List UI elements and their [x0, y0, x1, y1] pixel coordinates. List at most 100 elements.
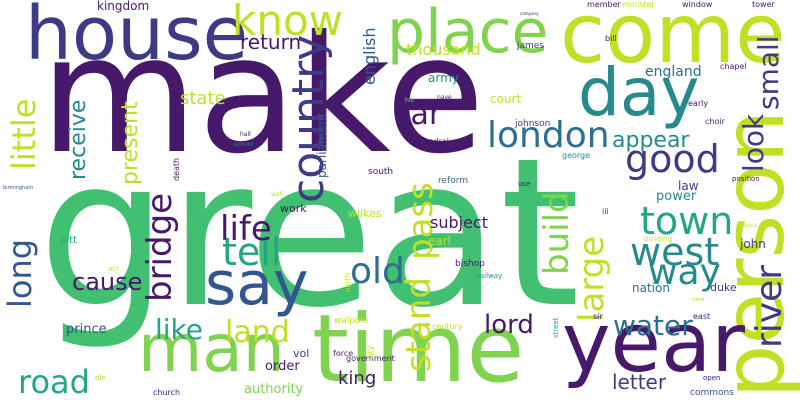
- word-appear: appear: [612, 128, 690, 153]
- word-english: english: [360, 27, 379, 85]
- word-west: west: [630, 230, 720, 274]
- word-commons: commons: [690, 388, 734, 398]
- word-duke: duke: [710, 281, 737, 294]
- word-small: small: [752, 35, 785, 110]
- word-bill: bill: [605, 34, 617, 43]
- word-london: london: [487, 115, 610, 156]
- word-life: life: [220, 209, 272, 249]
- word-wilkes: wilkes: [348, 207, 382, 220]
- word-river: river: [749, 264, 790, 348]
- word-order: order: [265, 359, 300, 374]
- word-land: land: [225, 315, 290, 350]
- word-earl: earl: [428, 234, 452, 248]
- word-bridge: bridge: [140, 192, 180, 302]
- word-member: member: [587, 0, 621, 9]
- word-reform: reform: [438, 176, 469, 186]
- word-cause: cause: [72, 268, 143, 296]
- word-man: man: [138, 310, 285, 387]
- word-east: east: [693, 312, 711, 321]
- word-come: come: [560, 0, 786, 82]
- word-work: work: [280, 202, 307, 215]
- word-little: little: [5, 98, 43, 170]
- word-return: return: [240, 30, 302, 54]
- word-window: window: [682, 0, 713, 9]
- word-new: new: [692, 296, 705, 303]
- word-build: build: [537, 191, 577, 275]
- word-make: make: [40, 2, 485, 190]
- word-far: far: [400, 97, 442, 132]
- word-choir: choir: [705, 117, 725, 126]
- word-kingdom: kingdom: [97, 0, 150, 13]
- word-year: year: [562, 296, 745, 391]
- word-authority: authority: [244, 382, 304, 397]
- word-water: water: [613, 309, 693, 342]
- word-look: look: [737, 113, 770, 172]
- word-day: day: [578, 54, 700, 131]
- word-present: present: [118, 101, 143, 185]
- word-england: england: [645, 64, 702, 80]
- word-george: george: [562, 151, 591, 160]
- word-illustration: illustration: [736, 223, 758, 228]
- word-great: great: [38, 115, 581, 353]
- word-wall: wall: [271, 191, 283, 198]
- word-army: army: [428, 71, 459, 85]
- word-minister: minister: [622, 0, 655, 9]
- word-subject: subject: [430, 213, 488, 232]
- word-chapel: chapel: [720, 62, 747, 71]
- word-large: large: [572, 235, 612, 322]
- word-old: old: [350, 251, 405, 292]
- word-die: die: [95, 374, 106, 382]
- word-house: house: [25, 0, 249, 77]
- word-church: church: [153, 388, 181, 397]
- word-hall: hall: [240, 131, 251, 138]
- word-position: position: [732, 175, 760, 183]
- word-use: use: [518, 180, 531, 188]
- word-tower: tower: [752, 0, 775, 9]
- word-john: john: [740, 237, 766, 251]
- word-street: street: [552, 317, 560, 338]
- word-school: school: [234, 141, 254, 148]
- word-government: government: [346, 354, 395, 363]
- word-nave: nave: [437, 94, 452, 101]
- word-vol: vol: [293, 347, 310, 360]
- word-company: company: [520, 11, 539, 16]
- word-building: building: [644, 235, 673, 243]
- word-tell: tell: [222, 230, 282, 274]
- word-lord: lord: [484, 310, 534, 340]
- word-act: act: [108, 265, 119, 273]
- word-know: know: [232, 0, 343, 45]
- word-town: town: [640, 199, 734, 243]
- word-court: court: [490, 92, 522, 106]
- word-century: century: [432, 322, 463, 331]
- word-cathedral: cathedral: [411, 137, 449, 146]
- word-road: road: [18, 363, 90, 400]
- word-open: open: [703, 374, 721, 382]
- word-city: city: [366, 345, 375, 361]
- word-prince: prince: [66, 322, 107, 337]
- word-birmingham: birmingham: [3, 185, 34, 191]
- word-like: like: [155, 313, 204, 346]
- word-place: place: [387, 0, 549, 67]
- word-thousand: thousand: [406, 40, 481, 59]
- word-letter: letter: [612, 370, 667, 394]
- word-law: law: [678, 179, 699, 193]
- word-james: james: [517, 41, 545, 51]
- word-parliament: parliament: [315, 112, 329, 178]
- word-time: time: [312, 295, 525, 400]
- word-south: south: [368, 167, 394, 177]
- word-way: way: [648, 252, 721, 293]
- word-nation: nation: [632, 281, 670, 295]
- word-say: say: [205, 249, 309, 319]
- word-iii: iii: [602, 207, 609, 216]
- word-walpole: walpole: [334, 316, 369, 326]
- word-stand: stand: [399, 276, 439, 372]
- word-north: north: [344, 273, 352, 292]
- word-good: good: [625, 137, 720, 181]
- word-force: force: [333, 349, 354, 358]
- word-bishop: bishop: [455, 259, 485, 269]
- word-railway: railway: [477, 272, 503, 280]
- word-state: state: [180, 88, 226, 109]
- word-johnson: johnson: [515, 119, 551, 129]
- word-death: death: [172, 157, 181, 181]
